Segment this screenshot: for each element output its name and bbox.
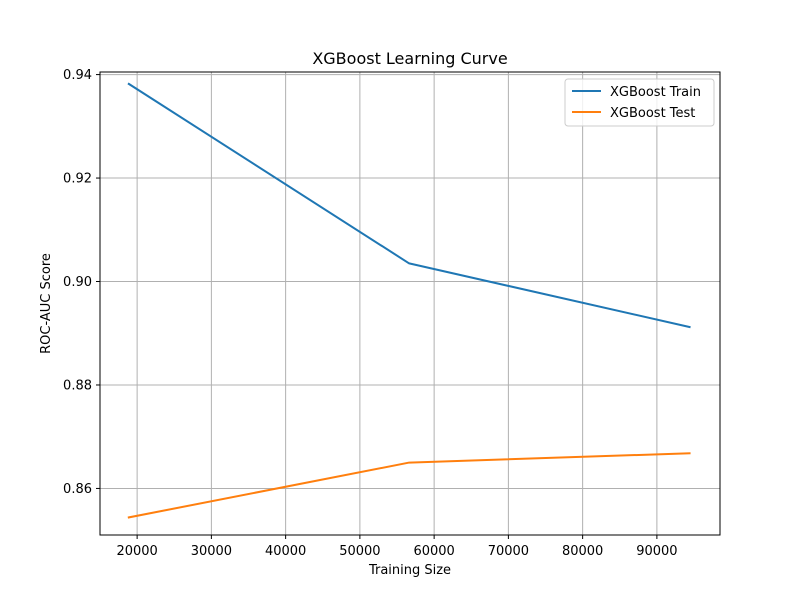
x-tick-label: 40000 — [265, 544, 306, 559]
x-tick-label: 50000 — [339, 544, 380, 559]
legend-label-train: XGBoost Train — [610, 85, 701, 100]
x-tick-label: 20000 — [116, 544, 157, 559]
plot-frame — [99, 71, 721, 536]
x-tick-label: 60000 — [413, 544, 454, 559]
chart-title: XGBoost Learning Curve — [312, 49, 507, 68]
y-axis-label: ROC-AUC Score — [39, 253, 54, 354]
series-line-test — [127, 452, 691, 519]
y-tick-label: 0.92 — [63, 172, 92, 187]
x-axis-ticks: 20000 30000 40000 50000 60000 70000 80000 90000 — [116, 535, 678, 559]
y-axis-ticks: 0.86 0.88 0.90 0.92 0.94 — [63, 68, 100, 497]
x-tick-label: 30000 — [191, 544, 232, 559]
x-tick-label: 70000 — [488, 544, 529, 559]
y-tick-label: 0.90 — [63, 275, 92, 290]
y-tick-label: 0.86 — [63, 482, 92, 497]
grid-lines — [100, 72, 720, 535]
legend: XGBoost Train XGBoost Test — [564, 78, 715, 127]
x-tick-label: 80000 — [562, 544, 603, 559]
x-axis-label: Training Size — [368, 563, 451, 578]
y-tick-label: 0.94 — [63, 68, 92, 83]
y-tick-label: 0.88 — [63, 378, 92, 393]
legend-label-test: XGBoost Test — [610, 106, 695, 121]
series-lines — [127, 82, 691, 519]
series-line-train — [127, 82, 691, 329]
legend-box — [564, 78, 715, 127]
x-tick-label: 90000 — [636, 544, 677, 559]
